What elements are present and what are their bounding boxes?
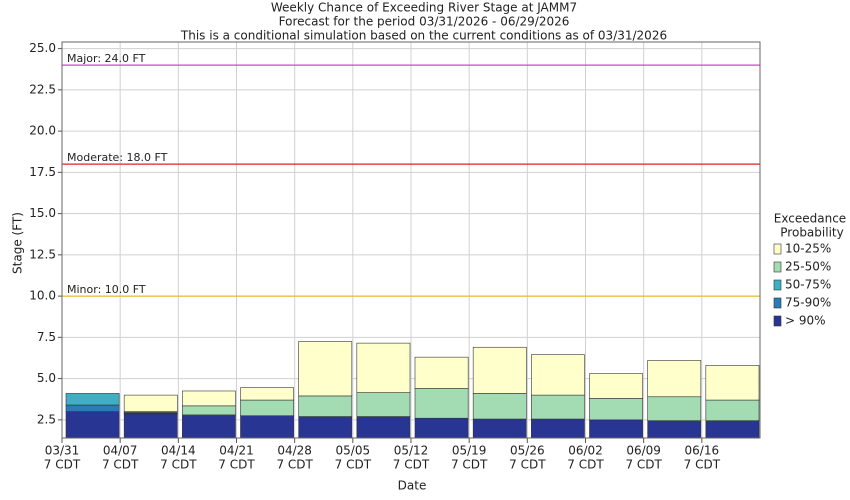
bar-segment (123, 394, 178, 412)
legend-label: 50-75% (785, 278, 831, 292)
x-tick-sublabel: 7 CDT (684, 458, 721, 472)
legend-label: > 90% (785, 314, 826, 328)
legend-swatch (773, 297, 782, 309)
x-tick-label: 03/31 (45, 444, 80, 458)
x-tick-label: 05/05 (336, 444, 371, 458)
x-tick-sublabel: 7 CDT (451, 458, 488, 472)
x-axis-label: Date (398, 479, 427, 493)
legend-swatch (773, 243, 782, 255)
bar-segment (298, 395, 353, 417)
bar-segment (705, 365, 760, 401)
y-tick-label: 20.0 (29, 124, 56, 138)
bar-segment (531, 418, 585, 439)
bar-segment (182, 405, 236, 416)
legend-swatch (773, 279, 782, 291)
y-tick-label: 5.0 (37, 371, 56, 385)
bar-segment (647, 360, 702, 398)
y-tick-label: 12.5 (29, 247, 56, 261)
y-tick-label: 7.5 (37, 330, 56, 344)
bar-segment (472, 418, 527, 439)
x-tick-label: 05/19 (452, 444, 487, 458)
legend-label: 75-90% (785, 296, 831, 310)
bar-segment (472, 393, 527, 420)
bar-segment (65, 404, 120, 412)
legend-label: 25-50% (785, 260, 831, 274)
chart-title: This is a conditional simulation based o… (180, 29, 667, 43)
legend-title: Probability (780, 226, 843, 240)
x-tick-label: 05/26 (510, 444, 545, 458)
bar-segment (531, 394, 585, 420)
x-tick-sublabel: 7 CDT (102, 458, 139, 472)
y-tick-label: 15.0 (29, 206, 56, 220)
flood-label: Major: 24.0 FT (67, 52, 146, 65)
bar-segment (531, 354, 585, 396)
bar-segment (298, 341, 353, 397)
x-tick-label: 06/02 (568, 444, 603, 458)
x-tick-sublabel: 7 CDT (567, 458, 604, 472)
x-tick-sublabel: 7 CDT (160, 458, 197, 472)
bar-segment (647, 420, 702, 439)
bar-segment (589, 398, 643, 421)
x-tick-label: 04/14 (161, 444, 196, 458)
bar-segment (356, 342, 411, 393)
bar-segment (647, 396, 702, 421)
bar-segment (298, 416, 353, 439)
bar-segment (65, 393, 120, 406)
x-tick-sublabel: 7 CDT (218, 458, 255, 472)
x-tick-sublabel: 7 CDT (625, 458, 662, 472)
bar-segment (414, 388, 469, 419)
x-tick-label: 04/28 (277, 444, 312, 458)
plot-frame (61, 41, 761, 439)
chart-title: Forecast for the period 03/31/2026 - 06/… (279, 15, 570, 29)
legend-title: Exceedance (774, 212, 846, 226)
flood-label: Moderate: 18.0 FT (67, 151, 168, 164)
x-tick-sublabel: 7 CDT (509, 458, 546, 472)
legend-label: 10-25% (785, 242, 831, 256)
bar-segment (705, 420, 760, 439)
x-tick-sublabel: 7 CDT (335, 458, 372, 472)
bar-segment (123, 413, 178, 439)
bar-segment (240, 415, 294, 439)
bar-segment (705, 399, 760, 421)
bar-segment (240, 399, 294, 417)
y-tick-label: 2.5 (37, 412, 56, 426)
legend-swatch (773, 315, 782, 327)
bar-segment (240, 387, 294, 401)
bar-segment (414, 356, 469, 389)
x-tick-label: 04/07 (103, 444, 138, 458)
bar-segment (356, 392, 411, 417)
bar-segment (472, 346, 527, 394)
x-tick-sublabel: 7 CDT (393, 458, 430, 472)
x-tick-sublabel: 7 CDT (276, 458, 313, 472)
y-tick-label: 17.5 (29, 165, 56, 179)
x-tick-label: 04/21 (219, 444, 254, 458)
bar-segment (589, 373, 643, 399)
flood-label: Minor: 10.0 FT (67, 283, 146, 296)
x-tick-label: 06/09 (626, 444, 661, 458)
legend-swatch (773, 261, 782, 273)
bar-segment (414, 417, 469, 439)
x-tick-label: 06/16 (685, 444, 720, 458)
bar-segment (589, 419, 643, 439)
bar-segment (182, 390, 236, 407)
y-axis-label: Stage (FT) (11, 212, 25, 274)
bar-segment (356, 416, 411, 439)
bar-segment (182, 415, 236, 439)
chart-title: Weekly Chance of Exceeding River Stage a… (271, 1, 577, 15)
x-tick-label: 05/12 (394, 444, 429, 458)
x-tick-sublabel: 7 CDT (44, 458, 81, 472)
y-tick-label: 10.0 (29, 289, 56, 303)
y-tick-label: 25.0 (29, 41, 56, 55)
bar-segment (65, 411, 120, 439)
y-tick-label: 22.5 (29, 82, 56, 96)
